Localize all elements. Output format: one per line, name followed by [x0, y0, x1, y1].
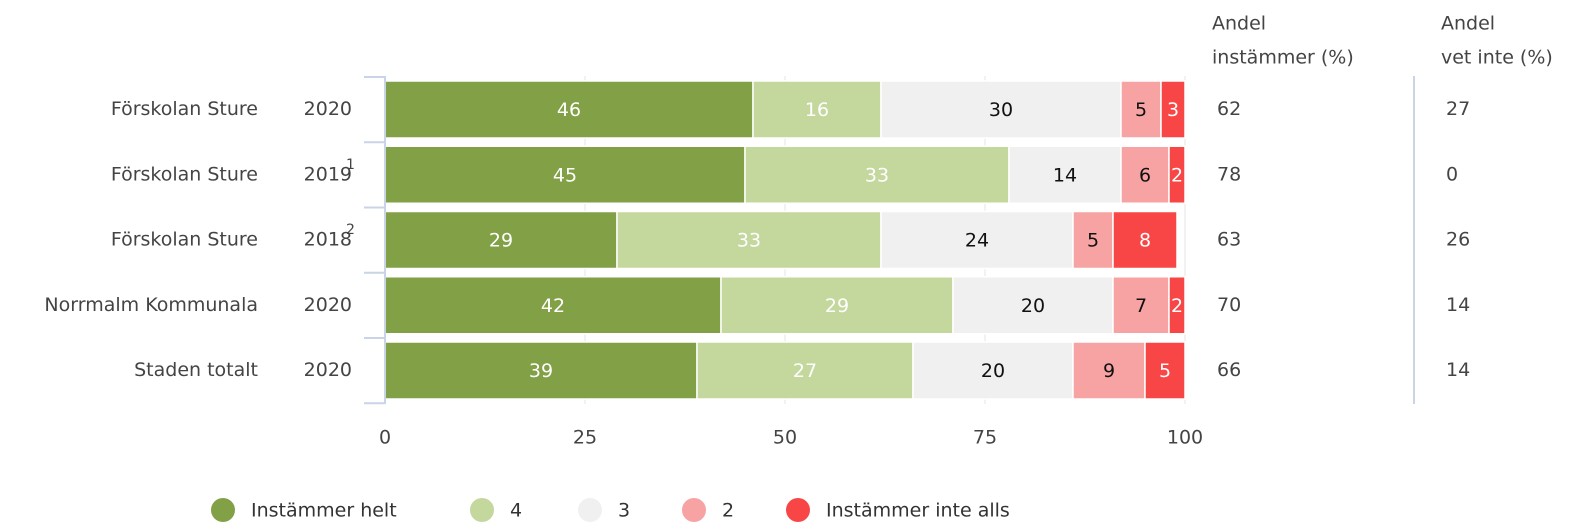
category-label: Förskolan Sture — [111, 163, 258, 185]
share-agree-value: 63 — [1217, 229, 1241, 251]
share-dont-know-header: Andel — [1441, 13, 1495, 35]
bar-value-label: 5 — [1087, 230, 1099, 252]
legend-swatch — [786, 498, 810, 522]
x-tick-label: 75 — [973, 427, 997, 449]
share-agree-value: 78 — [1217, 163, 1241, 185]
x-tick-label: 100 — [1167, 427, 1203, 449]
bar-segment — [1072, 341, 1146, 400]
bar-segment — [384, 276, 722, 335]
bar-value-label: 7 — [1135, 295, 1147, 317]
bar-value-label: 45 — [553, 164, 577, 186]
bar-segment — [952, 276, 1114, 335]
side-columns: 62 27 78 0 63 26 70 14 66 14 Andel instämmer (%) And… — [1212, 13, 1553, 404]
bar-value-label: 33 — [865, 164, 889, 186]
legend-swatch — [682, 498, 706, 522]
legend-label: 2 — [722, 500, 734, 522]
bar-value-label: 16 — [805, 99, 829, 121]
legend-label: Instämmer helt — [251, 500, 397, 522]
bar-value-label: 2 — [1171, 164, 1183, 186]
bar-value-label: 42 — [541, 295, 565, 317]
bar-segment — [880, 80, 1122, 139]
x-tick-label: 0 — [379, 427, 391, 449]
bar-value-label: 14 — [1053, 164, 1077, 186]
bar-value-label: 30 — [989, 99, 1013, 121]
bar-segment — [384, 145, 746, 204]
bar-value-label: 3 — [1167, 99, 1179, 121]
bar-value-label: 33 — [737, 230, 761, 252]
bar-value-label: 20 — [1021, 295, 1045, 317]
bar-value-label: 20 — [981, 360, 1005, 382]
bar-value-label: 46 — [557, 99, 581, 121]
legend-swatch — [211, 498, 235, 522]
year-label: 2019 — [304, 163, 352, 185]
year-footnote-marker: 2 — [346, 222, 355, 238]
share-dont-know-value: 14 — [1446, 294, 1470, 316]
share-agree-value: 62 — [1217, 98, 1241, 120]
year-label: 2020 — [304, 294, 352, 316]
share-agree-value: 70 — [1217, 294, 1241, 316]
share-dont-know-value: 14 — [1446, 359, 1470, 381]
bar-value-label: 39 — [529, 360, 553, 382]
bar-segment — [1072, 210, 1114, 270]
bar-value-label: 29 — [825, 295, 849, 317]
bar-segment — [1112, 276, 1170, 335]
legend-swatch — [470, 498, 494, 522]
bar-value-label: 29 — [489, 230, 513, 252]
bar-value-label: 2 — [1171, 295, 1183, 317]
bar-value-label: 9 — [1103, 360, 1115, 382]
bar-segment — [1120, 145, 1170, 204]
share-agree-header: Andel — [1212, 13, 1266, 35]
bars: 46 16 30 5 345 33 14 6 229 33 24 5 842 29 20 7 239 27 20 9 5 — [384, 80, 1186, 400]
share-dont-know-value: 26 — [1446, 229, 1470, 251]
bar-value-label: 24 — [965, 230, 989, 252]
bar-value-label: 5 — [1159, 360, 1171, 382]
category-label: Norrmalm Kommunala — [44, 294, 258, 316]
bar-segment — [1144, 341, 1186, 400]
bar-value-label: 6 — [1139, 164, 1151, 186]
year-label: 2020 — [304, 359, 352, 381]
x-tick-label: 50 — [773, 427, 797, 449]
legend-label: 3 — [618, 500, 630, 522]
bar-value-label: 27 — [793, 360, 817, 382]
year-label: 2020 — [304, 98, 352, 120]
bar-segment — [384, 80, 754, 139]
bar-segment — [384, 341, 698, 400]
bar-segment — [752, 80, 882, 139]
year-label: 2018 — [304, 229, 352, 251]
bar-segment — [696, 341, 914, 400]
bar-segment — [880, 210, 1074, 270]
share-dont-know-value: 0 — [1446, 163, 1458, 185]
share-agree-value: 66 — [1217, 359, 1241, 381]
x-tick-label: 25 — [573, 427, 597, 449]
share-dont-know-header: vet inte (%) — [1441, 47, 1553, 69]
bar-segment — [912, 341, 1074, 400]
bar-segment — [1160, 80, 1186, 139]
bar-segment — [616, 210, 882, 270]
x-axis: 0 25 50 75 100 — [364, 76, 1203, 449]
legend-label: 4 — [510, 500, 522, 522]
bar-segment — [720, 276, 954, 335]
share-agree-header: instämmer (%) — [1212, 47, 1354, 69]
legend: Instämmer helt 4 3 2 Instämmer inte alls — [211, 498, 1010, 522]
legend-label: Instämmer inte alls — [826, 500, 1010, 522]
year-footnote-marker: 1 — [346, 157, 355, 173]
bar-segment — [1168, 276, 1186, 335]
category-label: Förskolan Sture — [111, 229, 258, 251]
bar-segment — [1168, 145, 1186, 204]
legend-swatch — [578, 498, 602, 522]
category-label: Staden totalt — [134, 359, 258, 381]
bar-segment — [744, 145, 1010, 204]
bar-value-label: 8 — [1139, 230, 1151, 252]
bar-value-label: 5 — [1135, 99, 1147, 121]
bar-segment — [1112, 210, 1178, 270]
share-dont-know-value: 27 — [1446, 98, 1470, 120]
category-label: Förskolan Sture — [111, 98, 258, 120]
